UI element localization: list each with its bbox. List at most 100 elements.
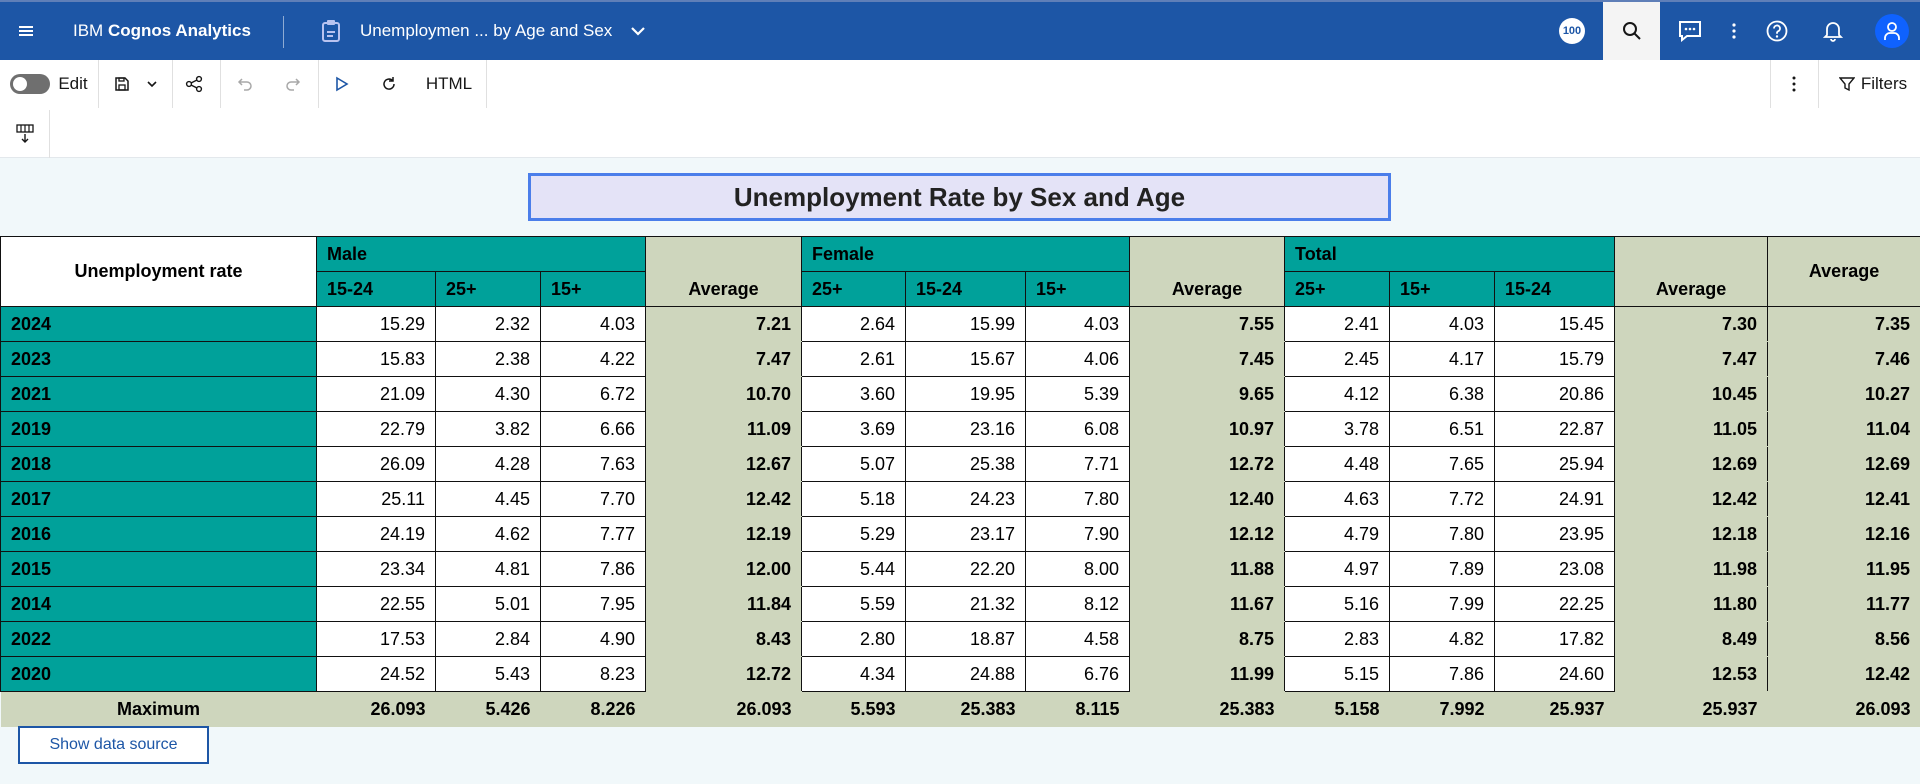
average-cell: 8.43 bbox=[645, 621, 802, 657]
document-title[interactable]: Unemploymen ... by Age and Sex bbox=[360, 21, 613, 40]
run-play-icon[interactable] bbox=[326, 60, 358, 108]
value-cell: 24.52 bbox=[316, 656, 436, 692]
user-avatar[interactable] bbox=[1864, 2, 1920, 60]
average-cell: 11.99 bbox=[1129, 656, 1286, 692]
undo-icon[interactable] bbox=[230, 60, 260, 108]
report-clipboard-icon bbox=[318, 2, 344, 60]
year-cell[interactable]: 2019 bbox=[0, 411, 317, 447]
average-cell: 11.05 bbox=[1614, 411, 1769, 447]
maximum-cell: 25.937 bbox=[1614, 691, 1768, 727]
value-cell: 23.08 bbox=[1494, 551, 1616, 587]
average-cell: 9.65 bbox=[1129, 376, 1286, 412]
sub-header[interactable]: 25+ bbox=[801, 271, 906, 307]
sub-header[interactable]: 15+ bbox=[540, 271, 646, 307]
value-cell: 5.18 bbox=[801, 481, 906, 517]
average-cell: 12.67 bbox=[645, 446, 802, 482]
average-cell: 12.41 bbox=[1767, 481, 1920, 517]
value-cell: 6.51 bbox=[1389, 411, 1496, 447]
value-cell: 4.63 bbox=[1284, 481, 1391, 517]
value-cell: 5.39 bbox=[1024, 376, 1131, 412]
year-cell[interactable]: 2014 bbox=[0, 586, 317, 622]
sub-header[interactable]: 25+ bbox=[1284, 271, 1391, 307]
app-name[interactable]: IBM Cognos Analytics bbox=[73, 2, 251, 60]
bell-icon[interactable] bbox=[1808, 2, 1858, 60]
refresh-icon[interactable] bbox=[374, 60, 404, 108]
year-cell[interactable]: 2024 bbox=[0, 306, 317, 342]
average-cell: 12.69 bbox=[1614, 446, 1769, 482]
group-header-female[interactable]: Female bbox=[800, 236, 1131, 272]
group-header-total[interactable]: Total bbox=[1284, 236, 1616, 272]
year-cell[interactable]: 2022 bbox=[0, 621, 317, 657]
header-divider bbox=[283, 16, 284, 48]
average-cell: 12.16 bbox=[1767, 516, 1920, 552]
report-title[interactable]: Unemployment Rate by Sex and Age bbox=[528, 173, 1391, 221]
notification-count-badge[interactable]: 100 bbox=[1557, 2, 1587, 60]
help-icon[interactable] bbox=[1752, 2, 1802, 60]
year-cell[interactable]: 2015 bbox=[0, 551, 317, 587]
sub-header[interactable]: 15-24 bbox=[1494, 271, 1616, 307]
average-cell: 8.56 bbox=[1767, 621, 1920, 657]
overflow-menu-icon[interactable] bbox=[1718, 2, 1750, 60]
report-toolbar: Edit HTML Filters bbox=[0, 60, 1920, 110]
value-cell: 4.22 bbox=[540, 341, 646, 377]
output-format-button[interactable]: HTML bbox=[425, 74, 473, 93]
sub-header[interactable]: 15+ bbox=[1024, 271, 1131, 307]
filters-button[interactable]: Filters bbox=[1830, 60, 1916, 108]
chat-icon[interactable] bbox=[1665, 2, 1715, 60]
value-cell: 4.03 bbox=[540, 306, 646, 342]
year-cell[interactable]: 2020 bbox=[0, 656, 317, 692]
sub-header[interactable]: 25+ bbox=[435, 271, 541, 307]
value-cell: 7.80 bbox=[1389, 516, 1496, 552]
save-icon[interactable] bbox=[108, 60, 136, 108]
value-cell: 4.03 bbox=[1024, 306, 1131, 342]
toolbar-divider bbox=[49, 110, 50, 158]
year-cell[interactable]: 2017 bbox=[0, 481, 317, 517]
value-cell: 24.23 bbox=[905, 481, 1026, 517]
table-row: 2024 15.29 2.32 4.03 7.21 2.64 15.99 4.03 7.55 2.… bbox=[0, 306, 1920, 342]
value-cell: 4.34 bbox=[801, 656, 906, 692]
maximum-cell: 26.093 bbox=[645, 691, 802, 727]
save-menu-chevron-icon[interactable] bbox=[140, 60, 164, 108]
value-cell: 15.79 bbox=[1494, 341, 1616, 377]
year-cell[interactable]: 2023 bbox=[0, 341, 317, 377]
value-cell: 2.61 bbox=[801, 341, 906, 377]
value-cell: 7.72 bbox=[1389, 481, 1496, 517]
sub-header[interactable]: 15-24 bbox=[316, 271, 436, 307]
sub-header[interactable]: 15+ bbox=[1389, 271, 1496, 307]
average-cell: 11.95 bbox=[1767, 551, 1920, 587]
value-cell: 15.29 bbox=[316, 306, 436, 342]
average-cell: 12.12 bbox=[1129, 516, 1286, 552]
overall-average-header: Average bbox=[1767, 236, 1920, 307]
chevron-down-icon[interactable] bbox=[624, 2, 652, 60]
redo-icon[interactable] bbox=[278, 60, 308, 108]
average-cell: 10.45 bbox=[1614, 376, 1769, 412]
edit-toggle[interactable] bbox=[10, 60, 50, 108]
value-cell: 4.12 bbox=[1284, 376, 1391, 412]
insert-table-icon[interactable] bbox=[8, 110, 42, 158]
year-cell[interactable]: 2018 bbox=[0, 446, 317, 482]
toolbar-divider bbox=[1818, 60, 1819, 108]
sub-header[interactable]: 15-24 bbox=[905, 271, 1026, 307]
share-icon[interactable] bbox=[178, 60, 210, 108]
average-cell: 12.18 bbox=[1614, 516, 1769, 552]
value-cell: 3.60 bbox=[801, 376, 906, 412]
year-cell[interactable]: 2016 bbox=[0, 516, 317, 552]
average-cell: 7.21 bbox=[645, 306, 802, 342]
maximum-cell: 25.937 bbox=[1494, 691, 1615, 727]
value-cell: 4.79 bbox=[1284, 516, 1391, 552]
app-header: IBM Cognos Analytics Unemploymen ... by … bbox=[0, 0, 1920, 60]
group-header-male[interactable]: Male bbox=[316, 236, 646, 272]
value-cell: 5.44 bbox=[801, 551, 906, 587]
value-cell: 7.70 bbox=[540, 481, 646, 517]
toolbar-overflow-icon[interactable] bbox=[1778, 60, 1810, 108]
menu-icon[interactable] bbox=[0, 2, 52, 60]
average-cell: 12.42 bbox=[645, 481, 802, 517]
search-icon[interactable] bbox=[1603, 2, 1660, 60]
value-cell: 4.81 bbox=[435, 551, 541, 587]
show-data-source-button[interactable]: Show data source bbox=[18, 726, 209, 764]
maximum-cell: 26.093 bbox=[1767, 691, 1920, 727]
value-cell: 3.82 bbox=[435, 411, 541, 447]
toolbar-divider bbox=[318, 60, 319, 108]
value-cell: 25.94 bbox=[1494, 446, 1616, 482]
year-cell[interactable]: 2021 bbox=[0, 376, 317, 412]
